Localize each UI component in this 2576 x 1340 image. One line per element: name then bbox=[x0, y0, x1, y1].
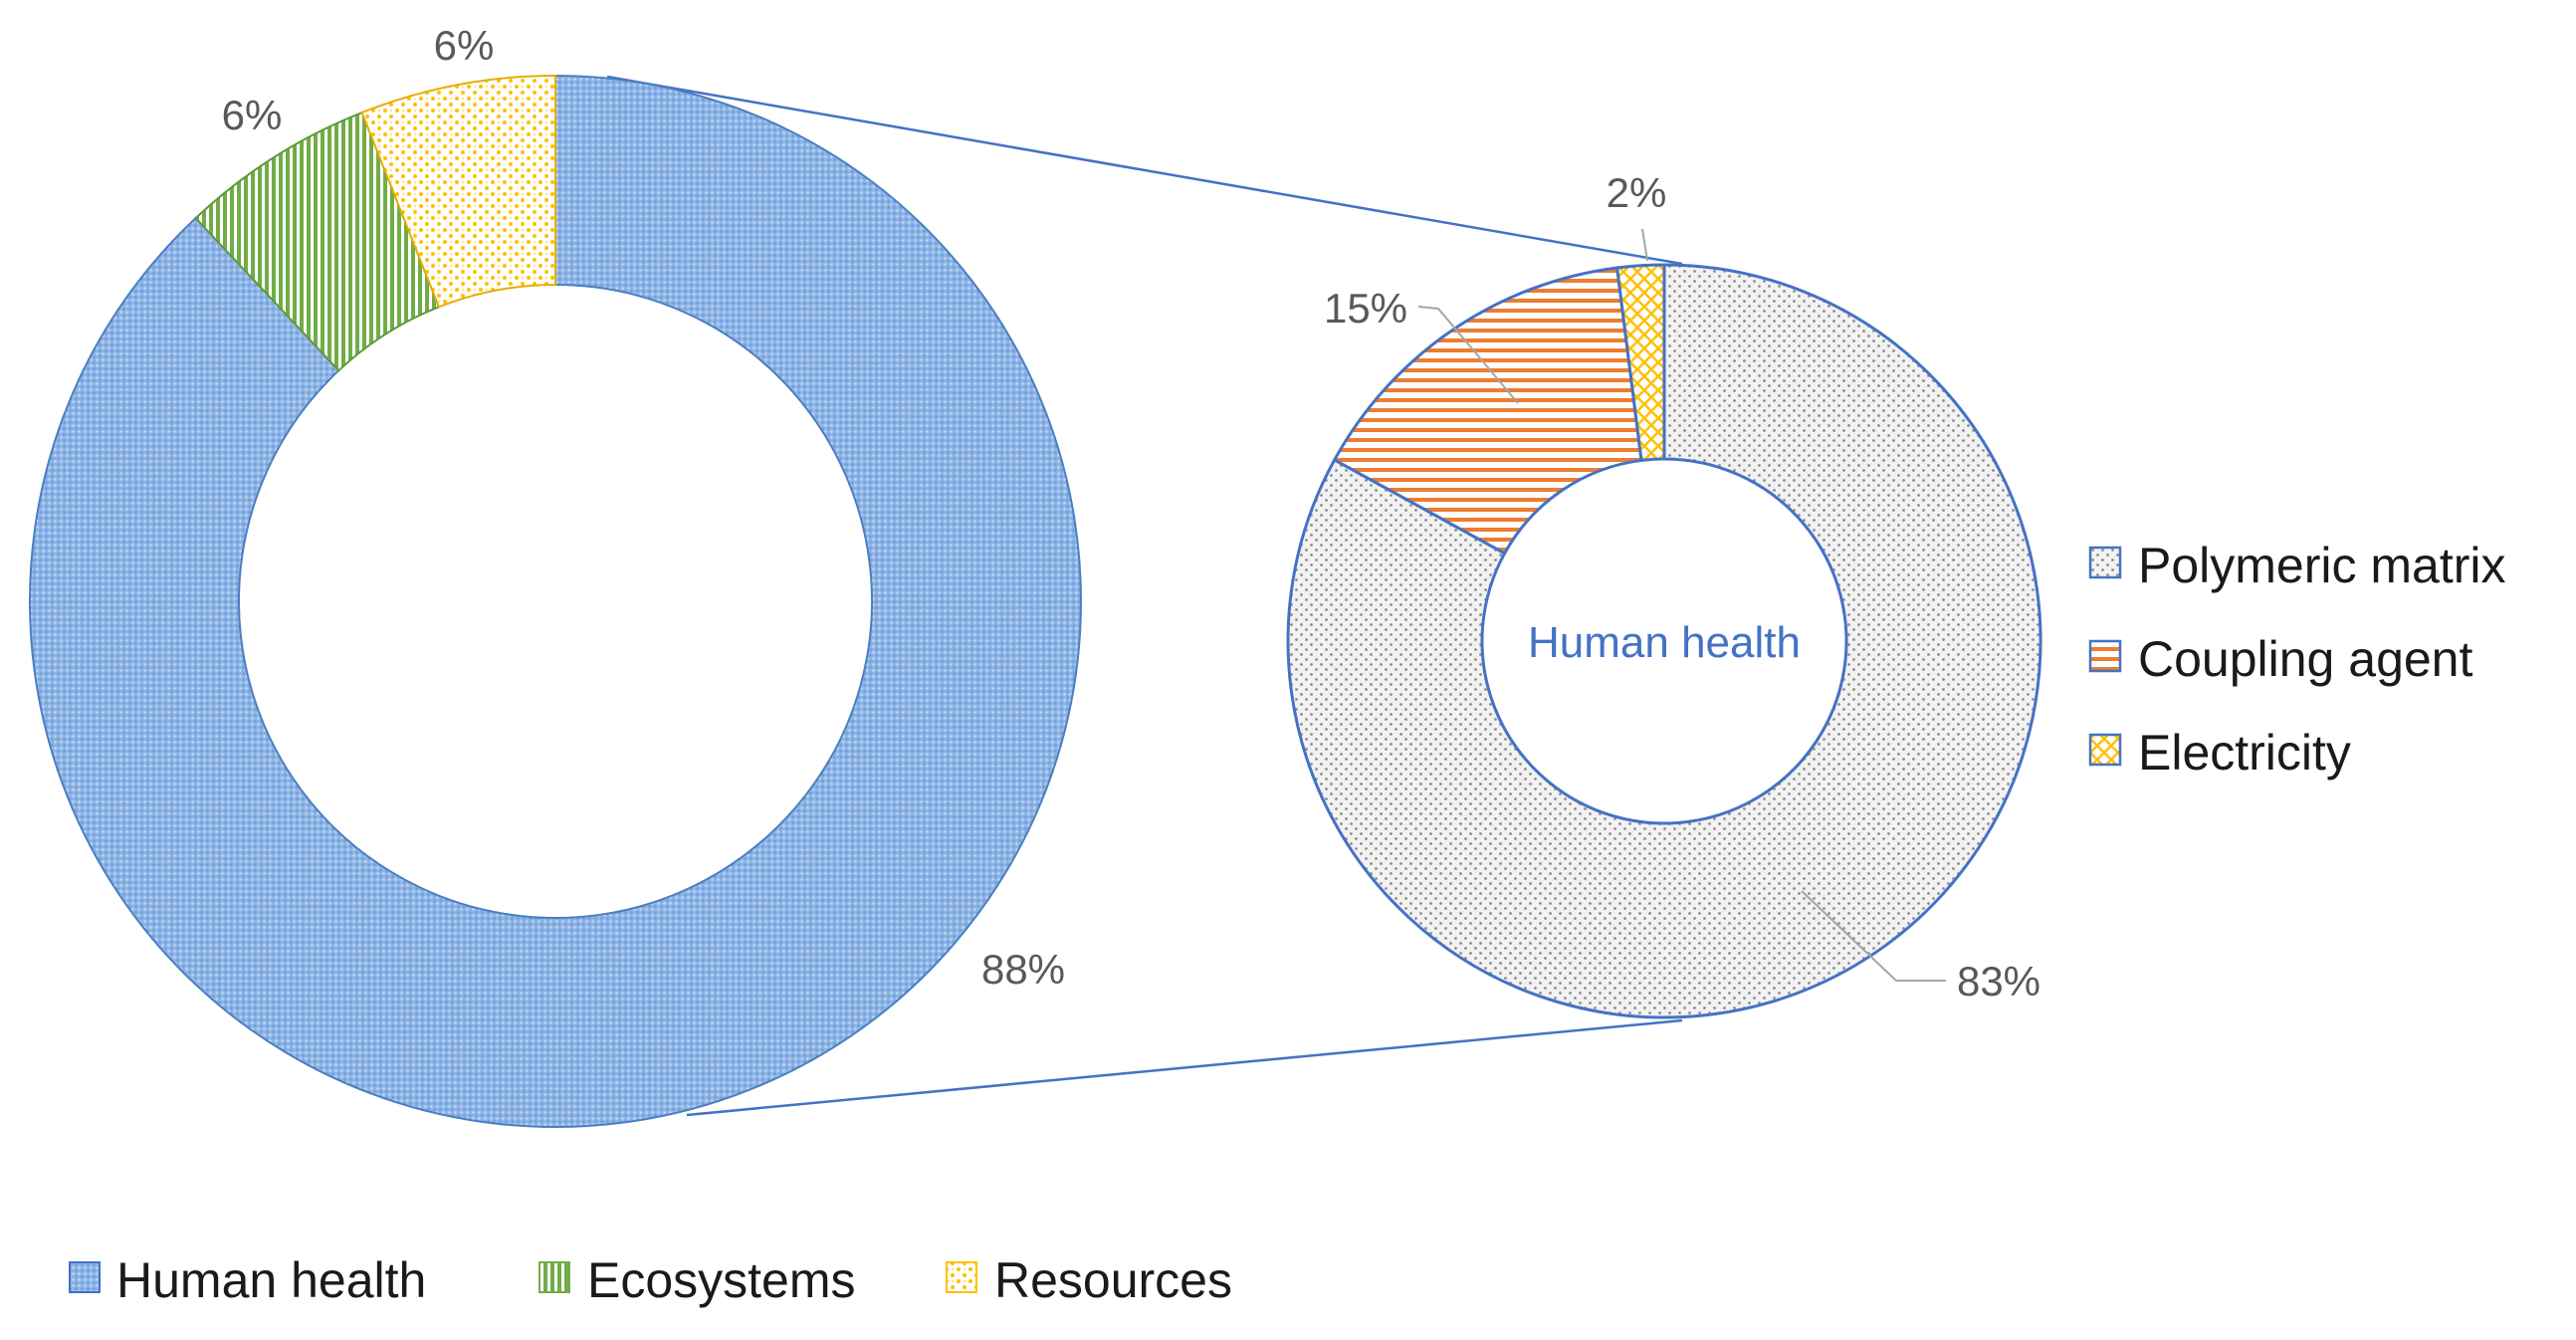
slice-polymeric-matrix bbox=[1286, 263, 2042, 1019]
leader-line-coupling-agent bbox=[1417, 306, 1519, 404]
data-label-human-health: 88% bbox=[981, 946, 1065, 993]
svg-text:Coupling agent: Coupling agent bbox=[2138, 631, 2472, 687]
legend-item-human-health: Human health bbox=[69, 1252, 426, 1308]
svg-text:Resources: Resources bbox=[994, 1252, 1232, 1308]
leader-line-electricity bbox=[1641, 228, 1648, 262]
slice-human-health bbox=[29, 74, 1082, 1128]
svg-text:Human health: Human health bbox=[116, 1252, 426, 1308]
legend-item-polymeric-matrix: Polymeric matrix bbox=[2088, 538, 2505, 593]
connector-line-top bbox=[606, 75, 1683, 266]
legend-bottom: Human health Ecosystems Resources bbox=[69, 1252, 1232, 1308]
data-label-resources: 6% bbox=[434, 22, 495, 69]
slice-electricity bbox=[1614, 263, 1666, 463]
main-doughnut bbox=[29, 74, 1082, 1128]
svg-text:Polymeric matrix: Polymeric matrix bbox=[2138, 538, 2505, 593]
breakout-doughnut bbox=[1286, 263, 2042, 1019]
svg-text:Ecosystems: Ecosystems bbox=[587, 1252, 856, 1308]
legend-right: Polymeric matrix Coupling agent Electric… bbox=[2088, 538, 2505, 781]
leader-line-polymeric-matrix bbox=[1801, 890, 1946, 982]
legend-item-resources: Resources bbox=[946, 1252, 1232, 1308]
connector-line-bottom bbox=[686, 1018, 1683, 1117]
breakout-center-label: Human health bbox=[1528, 618, 1801, 667]
data-label-coupling-agent: 15% bbox=[1324, 285, 1407, 332]
data-label-polymeric-matrix: 83% bbox=[1957, 958, 2040, 1005]
legend-item-ecosystems: Ecosystems bbox=[538, 1252, 856, 1308]
data-label-ecosystems: 6% bbox=[222, 92, 283, 138]
slice-coupling-agent bbox=[1332, 266, 1643, 556]
legend-item-electricity: Electricity bbox=[2088, 725, 2351, 781]
slice-resources bbox=[360, 74, 556, 309]
legend-item-coupling-agent: Coupling agent bbox=[2088, 631, 2472, 687]
svg-text:Electricity: Electricity bbox=[2138, 725, 2351, 781]
data-label-electricity: 2% bbox=[1607, 169, 1667, 216]
